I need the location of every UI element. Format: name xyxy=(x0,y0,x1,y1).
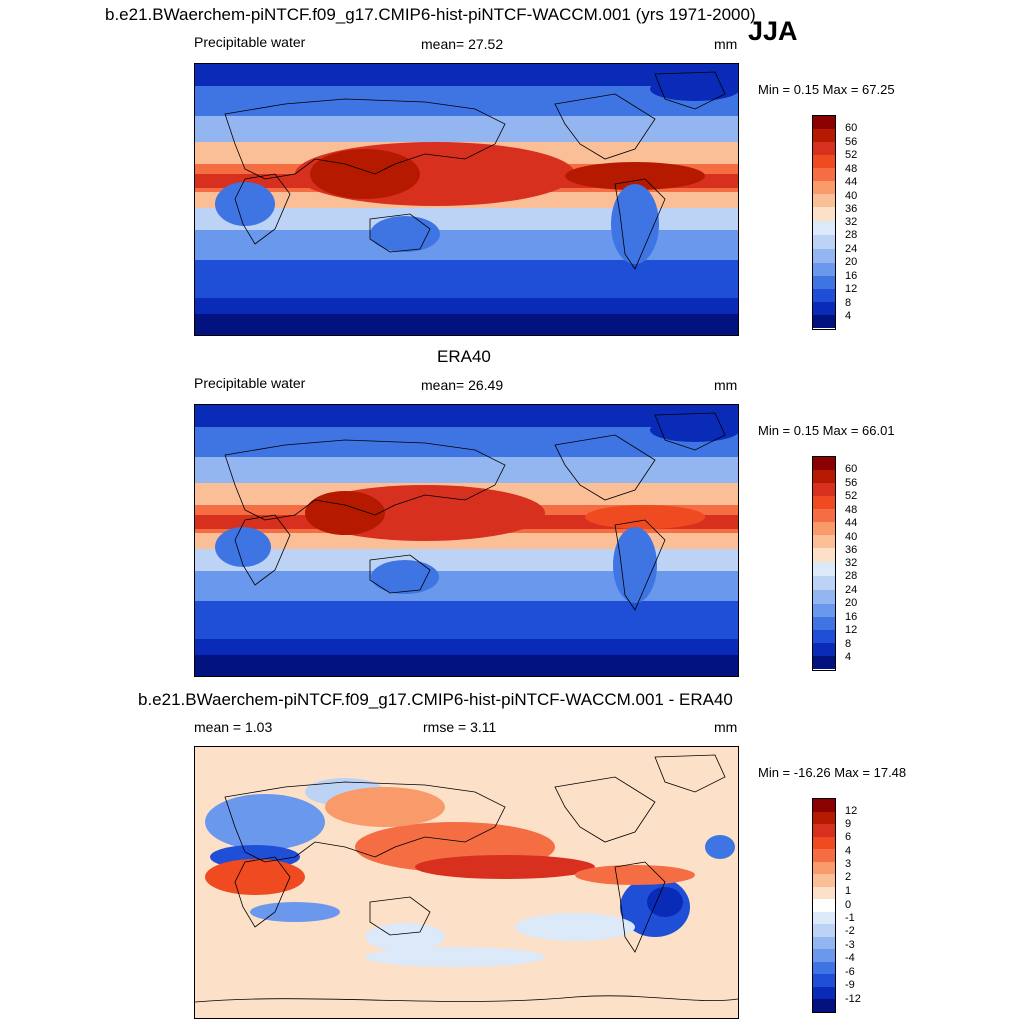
colorbar-tick: 6 xyxy=(845,831,852,843)
colorbar-tick: -4 xyxy=(845,952,855,964)
colorbar-tick: 40 xyxy=(845,190,858,202)
colorbar-tick: 16 xyxy=(845,270,858,282)
colorbar-tick: 4 xyxy=(845,651,852,663)
colorbar-tick: 28 xyxy=(845,229,858,241)
colorbar-tick: -3 xyxy=(845,939,855,951)
colorbar-tick: 32 xyxy=(845,216,858,228)
mean-label: mean= 26.49 xyxy=(421,377,504,393)
rmse-label: rmse = 3.11 xyxy=(423,719,497,735)
colorbar-tick: 8 xyxy=(845,297,852,309)
era40-precipitable-water-map xyxy=(194,404,739,677)
colorbar-tick: 4 xyxy=(845,845,852,857)
units-label: mm xyxy=(714,36,738,52)
colorbar-tick: 24 xyxy=(845,243,858,255)
colorbar-tick: -2 xyxy=(845,925,855,937)
difference-map xyxy=(194,746,739,1019)
colorbar-tick: 20 xyxy=(845,597,858,609)
colorbar-tick: 36 xyxy=(845,544,858,556)
colorbar-tick: 20 xyxy=(845,256,858,268)
panel-title: ERA40 xyxy=(437,347,491,366)
colorbar-tick: -9 xyxy=(845,979,855,991)
panel-title: b.e21.BWaerchem-piNTCF.f09_g17.CMIP6-his… xyxy=(138,690,733,709)
colorbar-tick: 52 xyxy=(845,149,858,161)
colorbar-tick: 4 xyxy=(845,310,852,322)
colorbar-tick: 9 xyxy=(845,818,852,830)
model-precipitable-water-map xyxy=(194,63,739,336)
colorbar-tick: 40 xyxy=(845,531,858,543)
colorbar-tick: -12 xyxy=(845,993,861,1005)
colorbar-tick: 12 xyxy=(845,624,858,636)
min-max-label: Min = 0.15 Max = 66.01 xyxy=(758,423,895,438)
main-title: b.e21.BWaerchem-piNTCF.f09_g17.CMIP6-his… xyxy=(105,5,756,24)
model-colorbar xyxy=(812,115,836,330)
season-label: JJA xyxy=(748,16,798,46)
mean-label: mean = 1.03 xyxy=(194,719,273,735)
min-max-label: Min = -16.26 Max = 17.48 xyxy=(758,765,907,780)
colorbar-tick: 1 xyxy=(845,885,852,897)
colorbar-tick: -1 xyxy=(845,912,855,924)
colorbar-tick: 24 xyxy=(845,584,858,596)
era40-colorbar xyxy=(812,456,836,671)
colorbar-tick: 0 xyxy=(845,899,852,911)
colorbar-tick: 56 xyxy=(845,477,858,489)
colorbar-tick: 16 xyxy=(845,611,858,623)
colorbar-tick: 3 xyxy=(845,858,852,870)
colorbar-tick: -6 xyxy=(845,966,855,978)
colorbar-tick: 56 xyxy=(845,136,858,148)
units-label: mm xyxy=(714,377,738,393)
colorbar-tick: 12 xyxy=(845,805,858,817)
units-label: mm xyxy=(714,719,738,735)
colorbar-tick: 2 xyxy=(845,871,852,883)
colorbar-tick: 32 xyxy=(845,557,858,569)
colorbar-tick: 44 xyxy=(845,517,858,529)
colorbar-tick: 48 xyxy=(845,163,858,175)
difference-colorbar xyxy=(812,798,836,1013)
colorbar-tick: 44 xyxy=(845,176,858,188)
colorbar-tick: 60 xyxy=(845,122,858,134)
colorbar-tick: 8 xyxy=(845,638,852,650)
colorbar-tick: 28 xyxy=(845,570,858,582)
colorbar-tick: 36 xyxy=(845,203,858,215)
colorbar-tick: 60 xyxy=(845,463,858,475)
variable-label: Precipitable water xyxy=(194,375,306,391)
min-max-label: Min = 0.15 Max = 67.25 xyxy=(758,82,895,97)
mean-label: mean= 27.52 xyxy=(421,36,504,52)
colorbar-tick: 52 xyxy=(845,490,858,502)
variable-label: Precipitable water xyxy=(194,34,306,50)
colorbar-tick: 12 xyxy=(845,283,858,295)
colorbar-tick: 48 xyxy=(845,504,858,516)
